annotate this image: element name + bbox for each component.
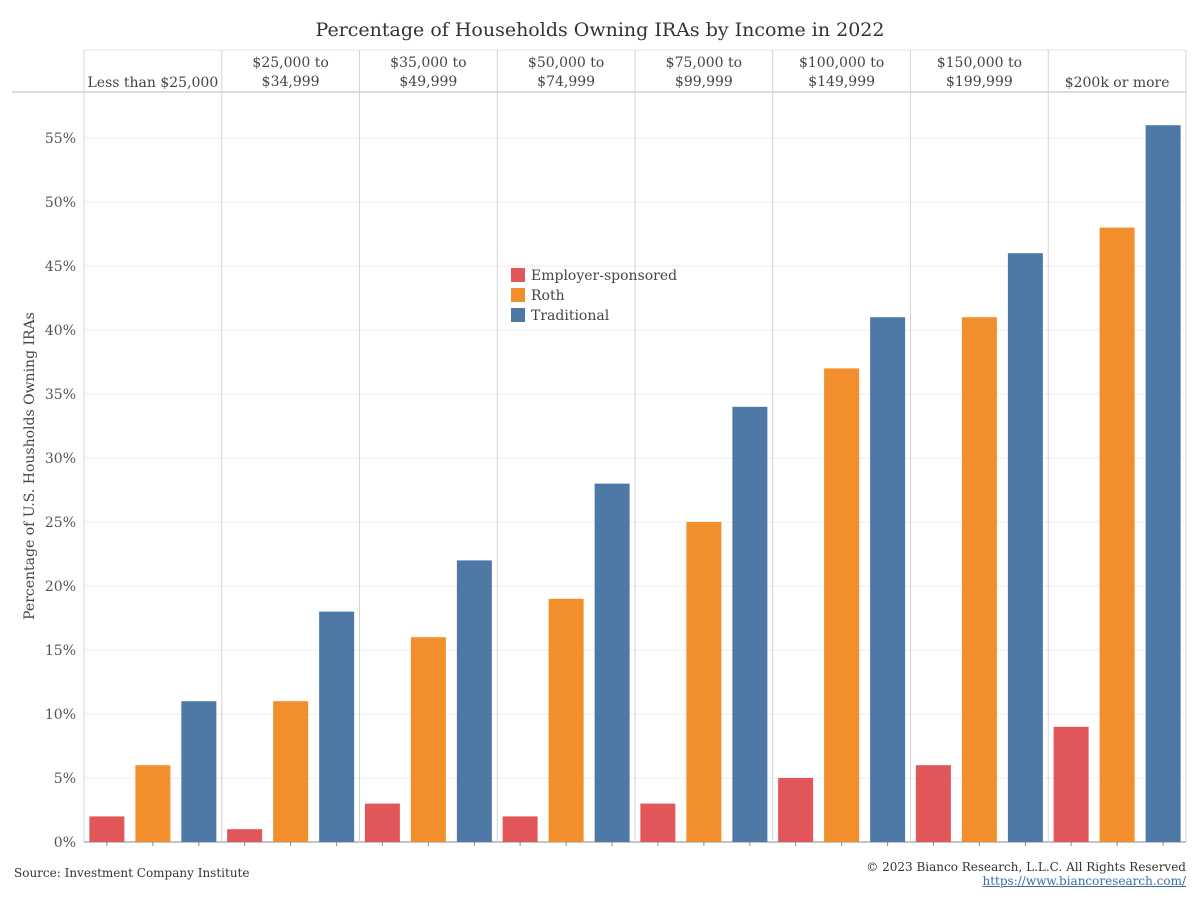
y-tick-label: 15% <box>45 643 76 659</box>
category-headers: Less than $25,000 $25,000 to $34,999 $35,00… <box>87 55 1169 91</box>
bar-traditional <box>319 611 355 842</box>
copyright-text: © 2023 Bianco Research, L.L.C. All Right… <box>866 860 1186 874</box>
bar-employer-sponsored <box>89 816 125 842</box>
legend-swatch <box>511 268 525 282</box>
bar-employer-sponsored <box>915 765 951 842</box>
website-link[interactable]: https://www.biancoresearch.com/ <box>982 874 1186 888</box>
category-header: $34,999 <box>262 74 320 90</box>
legend-label: Roth <box>531 288 565 304</box>
bar-employer-sponsored <box>640 803 676 842</box>
y-tick-label: 50% <box>45 195 76 211</box>
bar-traditional <box>732 406 768 842</box>
category-header: $25,000 to <box>252 55 328 71</box>
legend-swatch <box>511 288 525 302</box>
bar-roth <box>1099 227 1135 843</box>
bar-roth <box>410 637 446 842</box>
legend: Employer-sponsored Roth Traditional <box>511 268 677 324</box>
bar-employer-sponsored <box>364 803 400 842</box>
bar-roth <box>961 317 997 842</box>
y-tick-label: 20% <box>45 579 76 595</box>
bar-employer-sponsored <box>502 816 538 842</box>
category-header: $199,999 <box>946 74 1013 90</box>
bars <box>89 125 1181 846</box>
bar-employer-sponsored <box>778 778 814 842</box>
category-header: $50,000 to <box>528 55 604 71</box>
bar-employer-sponsored <box>227 829 263 842</box>
copyright-block: © 2023 Bianco Research, L.L.C. All Right… <box>866 860 1186 888</box>
category-header: $75,000 to <box>666 55 742 71</box>
bar-roth <box>273 701 309 842</box>
y-axis-label: Percentage of U.S. Housholds Owning IRAs <box>22 312 38 620</box>
y-tick-label: 40% <box>45 323 76 339</box>
y-tick-label: 0% <box>54 835 76 851</box>
bar-traditional <box>1145 125 1181 842</box>
source-note: Source: Investment Company Institute <box>14 866 250 880</box>
y-tick-label: 5% <box>54 771 76 787</box>
y-tick-label: 55% <box>45 131 76 147</box>
y-tick-label: 35% <box>45 387 76 403</box>
category-header: $200k or more <box>1065 75 1170 91</box>
category-header: $150,000 to <box>937 55 1022 71</box>
chart-title: Percentage of Households Owning IRAs by … <box>316 19 885 41</box>
bar-traditional <box>456 560 492 842</box>
category-header: $35,000 to <box>390 55 466 71</box>
bar-roth <box>135 765 171 842</box>
legend-swatch <box>511 308 525 322</box>
legend-label: Employer-sponsored <box>531 268 677 284</box>
bar-roth <box>824 368 860 842</box>
bar-roth <box>548 598 584 842</box>
bar-employer-sponsored <box>1053 726 1089 842</box>
y-tick-label: 10% <box>45 707 76 723</box>
category-header: Less than $25,000 <box>87 75 218 91</box>
bar-traditional <box>870 317 906 842</box>
gridlines <box>12 49 1187 843</box>
bar-traditional <box>181 701 217 842</box>
category-header: $100,000 to <box>799 55 884 71</box>
y-tick-label: 25% <box>45 515 76 531</box>
bar-traditional <box>1007 253 1043 842</box>
y-tick-label: 30% <box>45 451 76 467</box>
bar-traditional <box>594 483 630 842</box>
y-axis-ticks: 0% 5% 10% 15% 20% 25% 30% 35% 40% 45% 50% 55% <box>45 131 76 851</box>
category-header: $99,999 <box>675 74 733 90</box>
category-header: $149,999 <box>808 74 875 90</box>
category-header: $74,999 <box>537 74 595 90</box>
bar-roth <box>686 522 722 842</box>
legend-label: Traditional <box>531 308 610 324</box>
y-tick-label: 45% <box>45 259 76 275</box>
category-header: $49,999 <box>399 74 457 90</box>
